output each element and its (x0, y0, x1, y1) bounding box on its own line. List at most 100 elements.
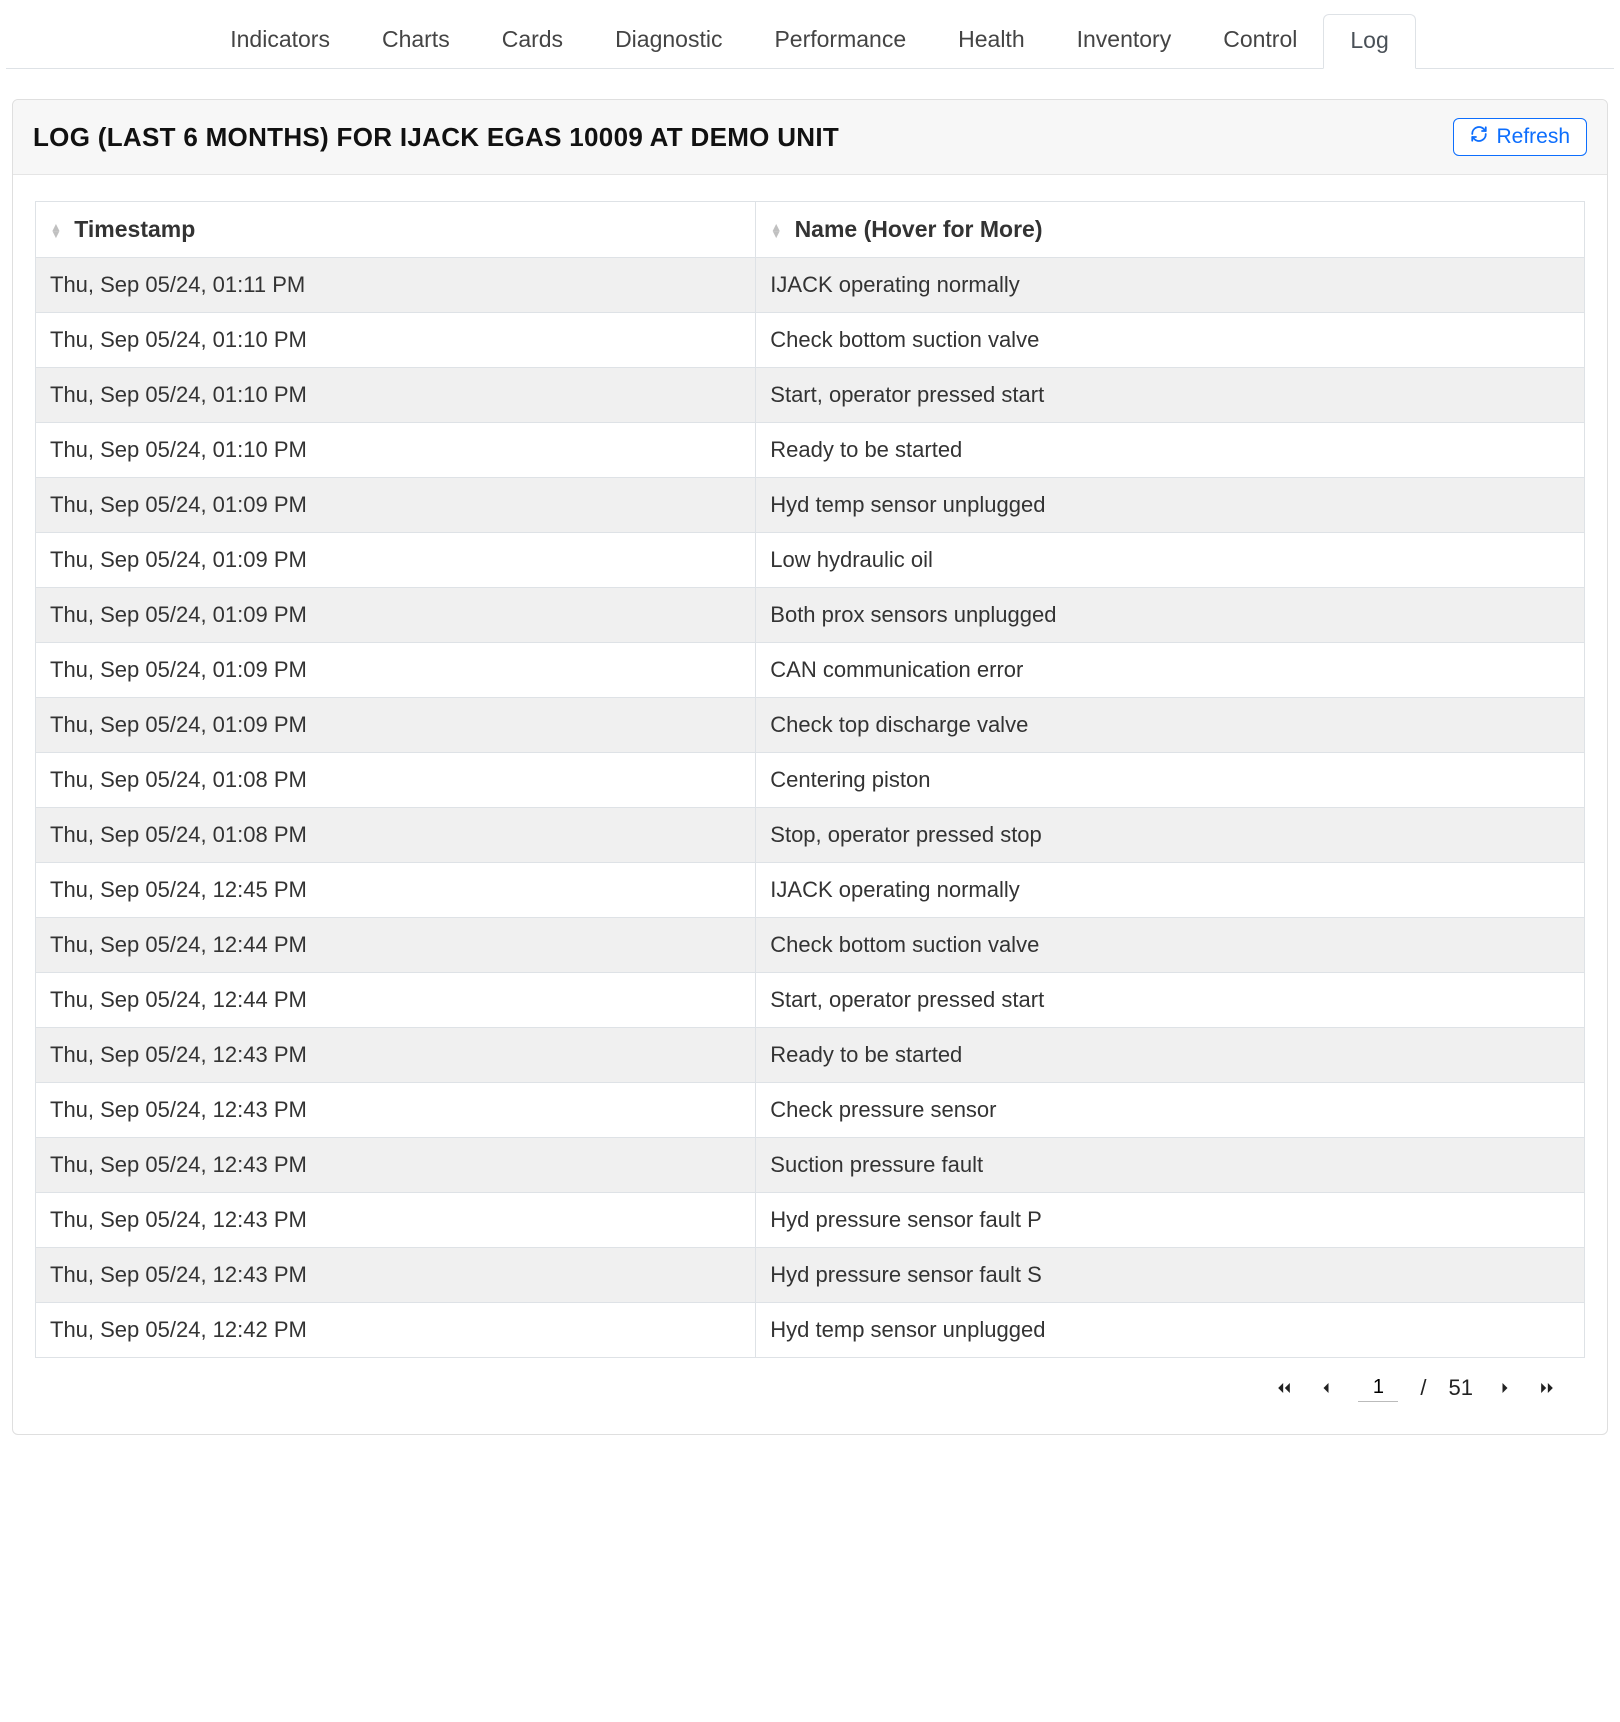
table-row[interactable]: Thu, Sep 05/24, 12:44 PMStart, operator … (36, 973, 1585, 1028)
tab-label: Indicators (230, 26, 330, 52)
tab-label: Cards (502, 26, 563, 52)
table-row[interactable]: Thu, Sep 05/24, 12:42 PMHyd temp sensor … (36, 1303, 1585, 1358)
cell-timestamp: Thu, Sep 05/24, 01:09 PM (36, 533, 756, 588)
page-first-button[interactable] (1274, 1378, 1294, 1398)
cell-name: Ready to be started (756, 423, 1585, 478)
tab-log[interactable]: Log (1323, 14, 1415, 69)
tab-cards[interactable]: Cards (476, 14, 589, 68)
cell-name: Suction pressure fault (756, 1138, 1585, 1193)
cell-name: Check top discharge valve (756, 698, 1585, 753)
refresh-icon (1470, 125, 1488, 149)
cell-name: Centering piston (756, 753, 1585, 808)
cell-name: CAN communication error (756, 643, 1585, 698)
tab-performance[interactable]: Performance (748, 14, 932, 68)
table-row[interactable]: Thu, Sep 05/24, 12:43 PMSuction pressure… (36, 1138, 1585, 1193)
cell-name: Check pressure sensor (756, 1083, 1585, 1138)
tab-inventory[interactable]: Inventory (1051, 14, 1198, 68)
tab-control[interactable]: Control (1197, 14, 1323, 68)
column-header-name[interactable]: ▲▼ Name (Hover for More) (756, 202, 1585, 258)
column-header-label: Timestamp (74, 216, 195, 242)
table-row[interactable]: Thu, Sep 05/24, 01:09 PMLow hydraulic oi… (36, 533, 1585, 588)
tab-label: Control (1223, 26, 1297, 52)
cell-timestamp: Thu, Sep 05/24, 01:08 PM (36, 753, 756, 808)
page-prev-button[interactable] (1316, 1378, 1336, 1398)
cell-name: Check bottom suction valve (756, 313, 1585, 368)
cell-timestamp: Thu, Sep 05/24, 12:44 PM (36, 918, 756, 973)
cell-name: Stop, operator pressed stop (756, 808, 1585, 863)
cell-name: Both prox sensors unplugged (756, 588, 1585, 643)
table-row[interactable]: Thu, Sep 05/24, 01:10 PMStart, operator … (36, 368, 1585, 423)
table-row[interactable]: Thu, Sep 05/24, 01:08 PMCentering piston (36, 753, 1585, 808)
table-row[interactable]: Thu, Sep 05/24, 01:08 PMStop, operator p… (36, 808, 1585, 863)
table-row[interactable]: Thu, Sep 05/24, 01:09 PMBoth prox sensor… (36, 588, 1585, 643)
table-row[interactable]: Thu, Sep 05/24, 01:09 PMCAN communicatio… (36, 643, 1585, 698)
log-table-body: Thu, Sep 05/24, 01:11 PMIJACK operating … (36, 258, 1585, 1358)
refresh-button[interactable]: Refresh (1453, 118, 1587, 156)
cell-timestamp: Thu, Sep 05/24, 12:44 PM (36, 973, 756, 1028)
tabs-nav: Indicators Charts Cards Diagnostic Perfo… (6, 0, 1614, 69)
cell-name: Check bottom suction valve (756, 918, 1585, 973)
panel-body: ▲▼ Timestamp ▲▼ Name (Hover for More) Th… (13, 175, 1607, 1434)
cell-timestamp: Thu, Sep 05/24, 12:42 PM (36, 1303, 756, 1358)
pagination: / 51 (35, 1358, 1585, 1424)
cell-timestamp: Thu, Sep 05/24, 12:43 PM (36, 1193, 756, 1248)
table-row[interactable]: Thu, Sep 05/24, 01:09 PMHyd temp sensor … (36, 478, 1585, 533)
cell-timestamp: Thu, Sep 05/24, 01:09 PM (36, 643, 756, 698)
page-separator: / (1420, 1375, 1426, 1401)
tab-diagnostic[interactable]: Diagnostic (589, 14, 748, 68)
cell-timestamp: Thu, Sep 05/24, 01:10 PM (36, 423, 756, 478)
tab-label: Charts (382, 26, 450, 52)
table-row[interactable]: Thu, Sep 05/24, 12:44 PMCheck bottom suc… (36, 918, 1585, 973)
column-header-timestamp[interactable]: ▲▼ Timestamp (36, 202, 756, 258)
page-next-button[interactable] (1495, 1378, 1515, 1398)
cell-timestamp: Thu, Sep 05/24, 01:10 PM (36, 368, 756, 423)
tab-charts[interactable]: Charts (356, 14, 476, 68)
cell-timestamp: Thu, Sep 05/24, 12:43 PM (36, 1248, 756, 1303)
cell-name: IJACK operating normally (756, 863, 1585, 918)
cell-timestamp: Thu, Sep 05/24, 01:11 PM (36, 258, 756, 313)
table-row[interactable]: Thu, Sep 05/24, 01:10 PMCheck bottom suc… (36, 313, 1585, 368)
table-row[interactable]: Thu, Sep 05/24, 01:10 PMReady to be star… (36, 423, 1585, 478)
cell-name: Start, operator pressed start (756, 973, 1585, 1028)
panel-header: LOG (LAST 6 MONTHS) FOR IJACK EGAS 10009… (13, 100, 1607, 175)
cell-timestamp: Thu, Sep 05/24, 12:43 PM (36, 1083, 756, 1138)
table-row[interactable]: Thu, Sep 05/24, 01:11 PMIJACK operating … (36, 258, 1585, 313)
tab-indicators[interactable]: Indicators (204, 14, 356, 68)
cell-timestamp: Thu, Sep 05/24, 01:10 PM (36, 313, 756, 368)
panel-title: LOG (LAST 6 MONTHS) FOR IJACK EGAS 10009… (33, 122, 839, 153)
cell-name: Low hydraulic oil (756, 533, 1585, 588)
cell-timestamp: Thu, Sep 05/24, 12:43 PM (36, 1138, 756, 1193)
sort-icon: ▲▼ (770, 224, 782, 238)
table-row[interactable]: Thu, Sep 05/24, 12:43 PMHyd pressure sen… (36, 1193, 1585, 1248)
cell-name: Ready to be started (756, 1028, 1585, 1083)
table-row[interactable]: Thu, Sep 05/24, 01:09 PMCheck top discha… (36, 698, 1585, 753)
page-current-input[interactable] (1358, 1374, 1398, 1402)
log-table: ▲▼ Timestamp ▲▼ Name (Hover for More) Th… (35, 201, 1585, 1358)
cell-timestamp: Thu, Sep 05/24, 01:09 PM (36, 478, 756, 533)
cell-timestamp: Thu, Sep 05/24, 01:09 PM (36, 698, 756, 753)
cell-name: Start, operator pressed start (756, 368, 1585, 423)
page-last-button[interactable] (1537, 1378, 1557, 1398)
page-total: 51 (1449, 1375, 1473, 1401)
tab-label: Performance (774, 26, 906, 52)
table-row[interactable]: Thu, Sep 05/24, 12:43 PMHyd pressure sen… (36, 1248, 1585, 1303)
cell-name: IJACK operating normally (756, 258, 1585, 313)
column-header-label: Name (Hover for More) (795, 216, 1043, 242)
cell-timestamp: Thu, Sep 05/24, 12:43 PM (36, 1028, 756, 1083)
tab-label: Diagnostic (615, 26, 722, 52)
cell-name: Hyd temp sensor unplugged (756, 478, 1585, 533)
tab-label: Health (958, 26, 1024, 52)
tab-label: Log (1350, 27, 1388, 53)
cell-timestamp: Thu, Sep 05/24, 12:45 PM (36, 863, 756, 918)
cell-timestamp: Thu, Sep 05/24, 01:08 PM (36, 808, 756, 863)
refresh-button-label: Refresh (1496, 125, 1570, 149)
cell-timestamp: Thu, Sep 05/24, 01:09 PM (36, 588, 756, 643)
cell-name: Hyd pressure sensor fault S (756, 1248, 1585, 1303)
table-row[interactable]: Thu, Sep 05/24, 12:45 PMIJACK operating … (36, 863, 1585, 918)
cell-name: Hyd pressure sensor fault P (756, 1193, 1585, 1248)
log-panel: LOG (LAST 6 MONTHS) FOR IJACK EGAS 10009… (12, 99, 1608, 1435)
cell-name: Hyd temp sensor unplugged (756, 1303, 1585, 1358)
table-row[interactable]: Thu, Sep 05/24, 12:43 PMCheck pressure s… (36, 1083, 1585, 1138)
tab-health[interactable]: Health (932, 14, 1050, 68)
table-row[interactable]: Thu, Sep 05/24, 12:43 PMReady to be star… (36, 1028, 1585, 1083)
